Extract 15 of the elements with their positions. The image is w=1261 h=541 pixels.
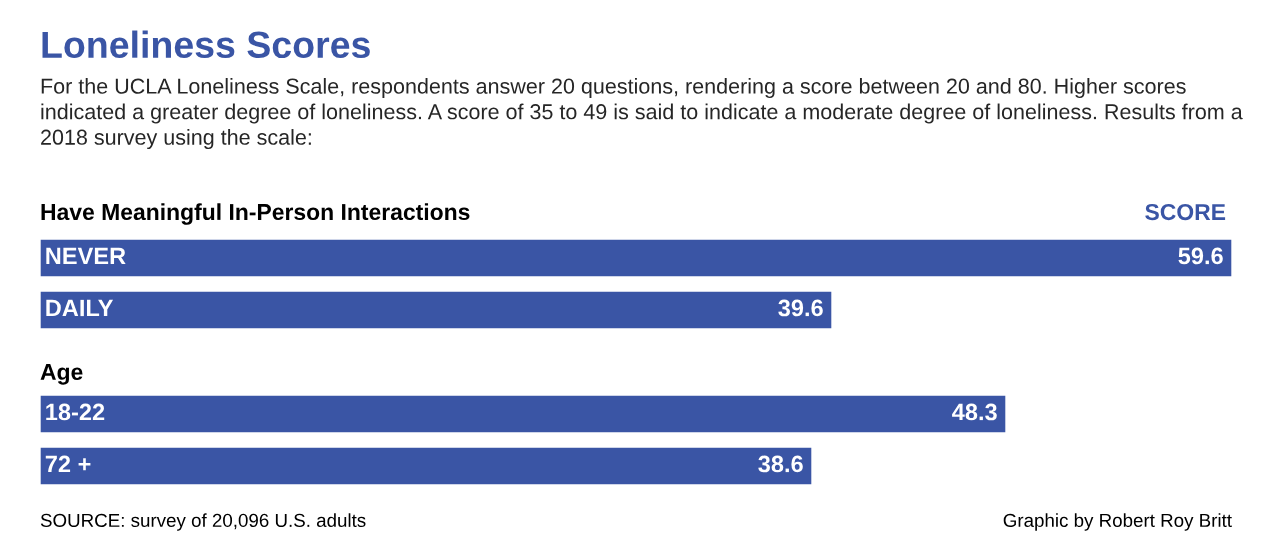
y-tick-label: 72 + (45, 455, 91, 473)
annotation: SCORE (1145, 203, 1226, 221)
y-tick-label: 18-22 (46, 403, 105, 421)
annotation: Age (40, 364, 83, 385)
annotation: Have Meaningful In-Person Interactions (41, 203, 470, 225)
data-label: 48.3 (952, 403, 997, 421)
y-tick-label: DAILY (46, 299, 114, 317)
text: Graphic by Robert Roy Britt (1003, 513, 1232, 531)
source-note: SOURCE: survey of 20,096 U.S. adults (40, 513, 366, 531)
chart-subtitle: For the UCLA Loneliness Scale, respondents answer 20 questions, rendering a score between 20 and 80. Higher scores indicated a greater degree of loneliness. A score of 35 to 49 is said to indicate a moderate degree of loneliness. Results from a 2018 survey using the scale: (41, 78, 1243, 150)
data-label: 38.6 (758, 455, 803, 473)
data-label: 39.6 (778, 299, 823, 317)
chart-title: Loneliness Scores (42, 30, 370, 59)
data-label: 59.6 (1178, 247, 1223, 265)
y-tick-label: NEVER (46, 247, 126, 265)
